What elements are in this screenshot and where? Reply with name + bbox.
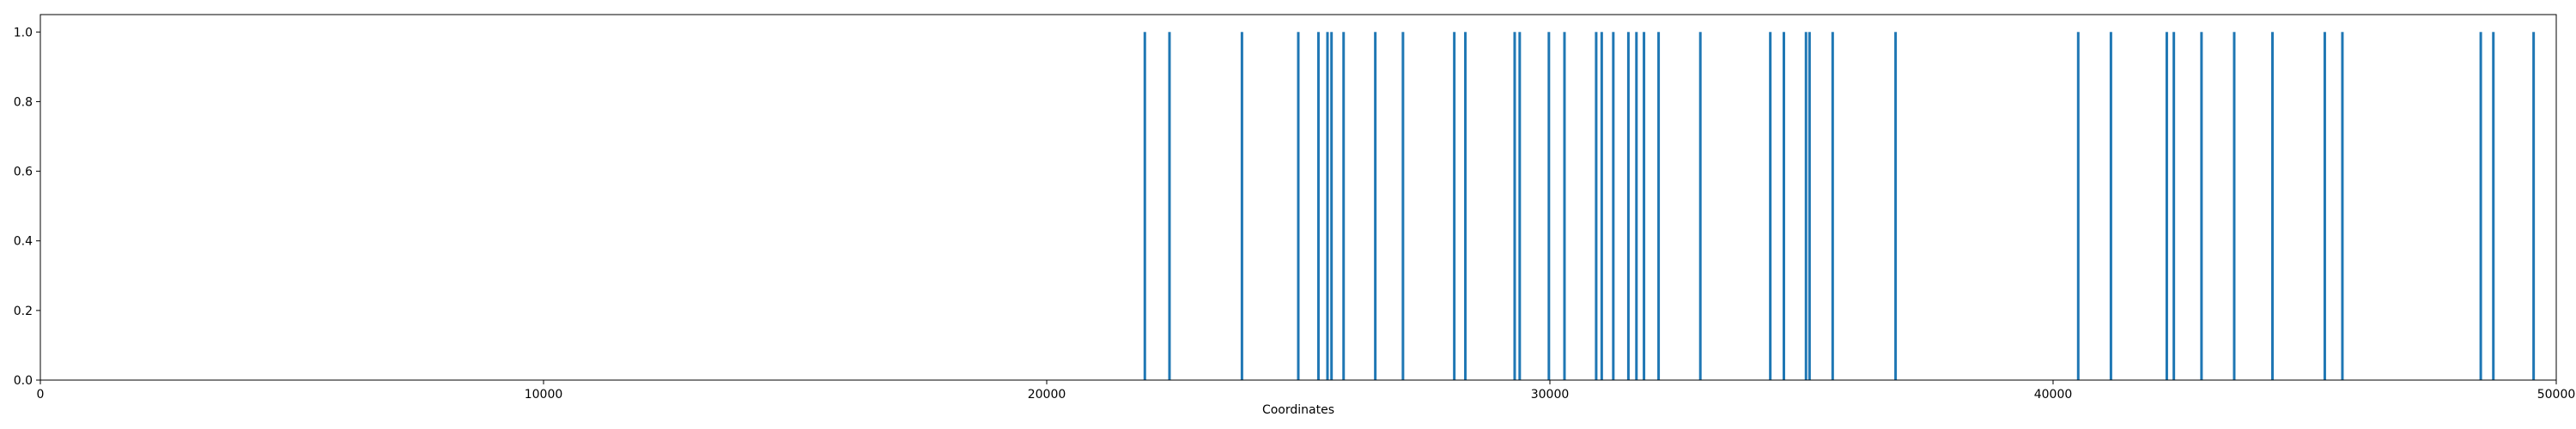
bar [2200,32,2203,380]
bar [1782,32,1785,380]
bar [2172,32,2176,380]
bar [1831,32,1834,380]
bar [1330,32,1334,380]
y-tick-label: 0.8 [14,95,33,109]
bar [1518,32,1522,380]
bar [2341,32,2344,380]
y-tick-label: 1.0 [14,26,33,39]
plot-frame [39,14,2557,381]
x-tick-label: 0 [37,388,45,402]
x-axis-label: Coordinates [1262,403,1334,417]
bar [1342,32,1346,380]
bar [1612,32,1615,380]
bar [1894,32,1898,380]
bar [2109,32,2112,380]
bar [1698,32,1702,380]
bar [1769,32,1772,380]
bar [1804,32,1807,380]
bar [2233,32,2236,380]
x-tick-label: 20000 [1028,388,1066,402]
bar [1513,32,1516,380]
bar [1297,32,1300,380]
bar [1626,32,1630,380]
bar [2492,32,2495,380]
bar [2076,32,2080,380]
y-tick-label: 0.6 [14,166,33,179]
bar [2271,32,2274,380]
bar [1643,32,1646,380]
bar [1453,32,1456,380]
bar [2323,32,2326,380]
x-tick-label: 30000 [1531,388,1570,402]
bar [1595,32,1598,380]
bar [1635,32,1638,380]
bar [1657,32,1661,380]
bar [1326,32,1329,380]
x-tick-label: 50000 [2537,388,2576,402]
bar [1600,32,1603,380]
y-tick-label: 0.4 [14,235,33,249]
bar [1401,32,1405,380]
bar [1563,32,1566,380]
x-tick-label: 40000 [2034,388,2073,402]
bar [1240,32,1243,380]
bar [1168,32,1171,380]
bar [1547,32,1551,380]
bar [2479,32,2482,380]
y-tick-label: 0.2 [14,305,33,318]
bar [2532,32,2536,380]
bar [1316,32,1320,380]
bar [1374,32,1377,380]
bar [2165,32,2168,380]
bars-layer [1143,32,2536,380]
x-tick-label: 10000 [525,388,563,402]
bar [1807,32,1811,380]
bar [1143,32,1146,380]
y-tick-label: 0.0 [14,374,33,388]
bar [1464,32,1467,380]
x-axis-ticks: 0 10000 20000 30000 40000 50000 [37,380,2576,402]
y-axis-ticks: 0.0 0.2 0.4 0.6 0.8 1.0 [14,26,40,388]
